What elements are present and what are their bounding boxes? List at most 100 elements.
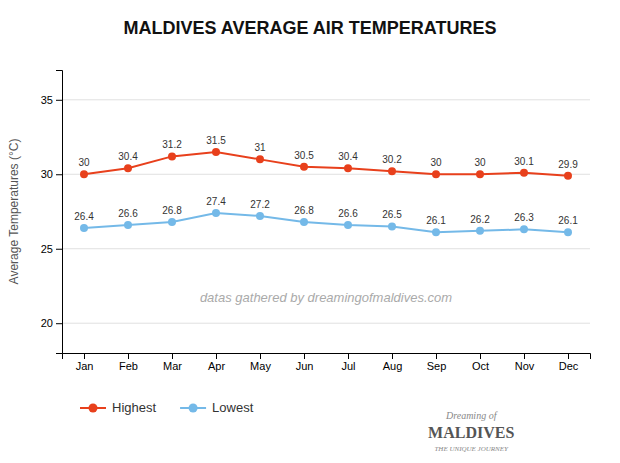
x-tick: Dec [559, 353, 579, 372]
grid-line [62, 248, 590, 249]
data-label: 30.1 [514, 156, 534, 167]
marks [80, 148, 572, 236]
x-tick-mark [480, 353, 481, 359]
data-label: 26.5 [382, 209, 402, 220]
series-point [124, 164, 132, 172]
y-tick-label: 30 [41, 168, 53, 180]
x-tick-label: Jul [341, 360, 355, 372]
y-axis: 20 25 30 35 [41, 71, 63, 354]
data-label: 30.4 [118, 151, 138, 162]
x-tick: Jan [76, 353, 94, 372]
series-point [124, 221, 132, 229]
logo-text: Dreaming of [445, 410, 498, 421]
x-tick-label: Mar [163, 360, 182, 372]
series-point [300, 218, 308, 226]
x-tick-label: Aug [383, 360, 403, 372]
x-tick-mark [172, 353, 173, 359]
data-label: 26.2 [470, 214, 490, 225]
data-label: 26.6 [118, 208, 138, 219]
series-point [520, 225, 528, 233]
legend-swatch-marker [189, 404, 198, 413]
x-tick-label: Sep [427, 360, 447, 372]
x-tick-mark [128, 353, 129, 359]
y-tick-mark [56, 323, 62, 324]
x-tick: Sep [427, 353, 447, 372]
data-label: 30.5 [294, 150, 314, 161]
y-tick-label: 20 [41, 317, 53, 329]
chart: MALDIVES AVERAGE AIR TEMPERATURES 20 25 30 3… [0, 0, 620, 463]
series-point [388, 222, 396, 230]
logo-text: MALDIVES [428, 424, 514, 441]
series-line [84, 152, 568, 176]
x-tick-mark [260, 353, 261, 359]
y-tick-mark [56, 100, 62, 101]
plot: 20253035JanFebMarAprMayJunJulAugSepOctNo… [41, 71, 591, 372]
x-axis: JanFebMarAprMayJunJulAugSepOctNovDec [63, 353, 591, 372]
data-label: 26.8 [162, 205, 182, 216]
x-axis-line [63, 354, 591, 360]
legend-item: Highest [80, 400, 156, 415]
series-point [564, 172, 572, 180]
x-tick-mark [524, 353, 525, 359]
data-label: 30 [78, 157, 90, 168]
x-tick-label: Feb [119, 360, 138, 372]
y-tick-label: 35 [41, 94, 53, 106]
x-tick: Feb [119, 353, 138, 372]
series-point [476, 170, 484, 178]
x-tick-label: Dec [559, 360, 579, 372]
data-label: 26.1 [426, 215, 446, 226]
data-label: 26.8 [294, 205, 314, 216]
x-tick-label: May [250, 360, 271, 372]
x-tick-mark [304, 353, 305, 359]
x-tick-label: Apr [208, 360, 225, 372]
series-point [168, 152, 176, 160]
x-tick: Jun [296, 353, 314, 372]
y-tick-mark [56, 174, 62, 175]
series-point [564, 228, 572, 236]
data-label: 26.6 [338, 208, 358, 219]
legend: Highest Lowest [80, 400, 254, 415]
x-tick-mark [348, 353, 349, 359]
y-tick: 25 [41, 243, 62, 255]
y-tick: 20 [41, 317, 62, 329]
data-label: 26.1 [558, 215, 578, 226]
series-point [344, 164, 352, 172]
x-tick-label: Nov [515, 360, 535, 372]
x-tick-mark [216, 353, 217, 359]
series-point [212, 148, 220, 156]
x-tick-mark [84, 353, 85, 359]
grid-line [62, 323, 590, 324]
x-tick: Apr [208, 353, 225, 372]
series-point [520, 169, 528, 177]
series-point [388, 167, 396, 175]
legend-swatch-marker [89, 404, 98, 413]
y-axis-line [56, 71, 63, 354]
series-point [80, 170, 88, 178]
series-line [84, 213, 568, 232]
x-tick-mark [436, 353, 437, 359]
data-label: 31 [254, 142, 266, 153]
series-point [300, 163, 308, 171]
series-point [476, 227, 484, 235]
data-label: 26.4 [74, 211, 94, 222]
legend-label: Lowest [212, 400, 254, 415]
y-tick: 30 [41, 168, 62, 180]
data-label: 30 [430, 157, 442, 168]
series-point [432, 170, 440, 178]
x-tick-label: Jun [296, 360, 314, 372]
y-tick-label: 25 [41, 243, 53, 255]
series-point [256, 212, 264, 220]
legend-label: Highest [112, 400, 156, 415]
annotation: datas gathered by dreamingofmaldives.com [200, 290, 452, 305]
x-tick: Aug [383, 353, 403, 372]
series-point [212, 209, 220, 217]
y-axis-label: Average Temperatures (°C) [7, 139, 21, 285]
data-label: 27.4 [206, 196, 226, 207]
title: MALDIVES AVERAGE AIR TEMPERATURES [123, 18, 496, 38]
y-tick: 35 [41, 94, 62, 106]
x-tick-label: Jan [76, 360, 94, 372]
data-label: 29.9 [558, 159, 578, 170]
data-labels: 3030.431.231.53130.530.430.2303030.129.9… [74, 135, 578, 226]
data-label: 30.4 [338, 151, 358, 162]
logo-text: THE UNIQUE JOURNEY [434, 445, 509, 453]
